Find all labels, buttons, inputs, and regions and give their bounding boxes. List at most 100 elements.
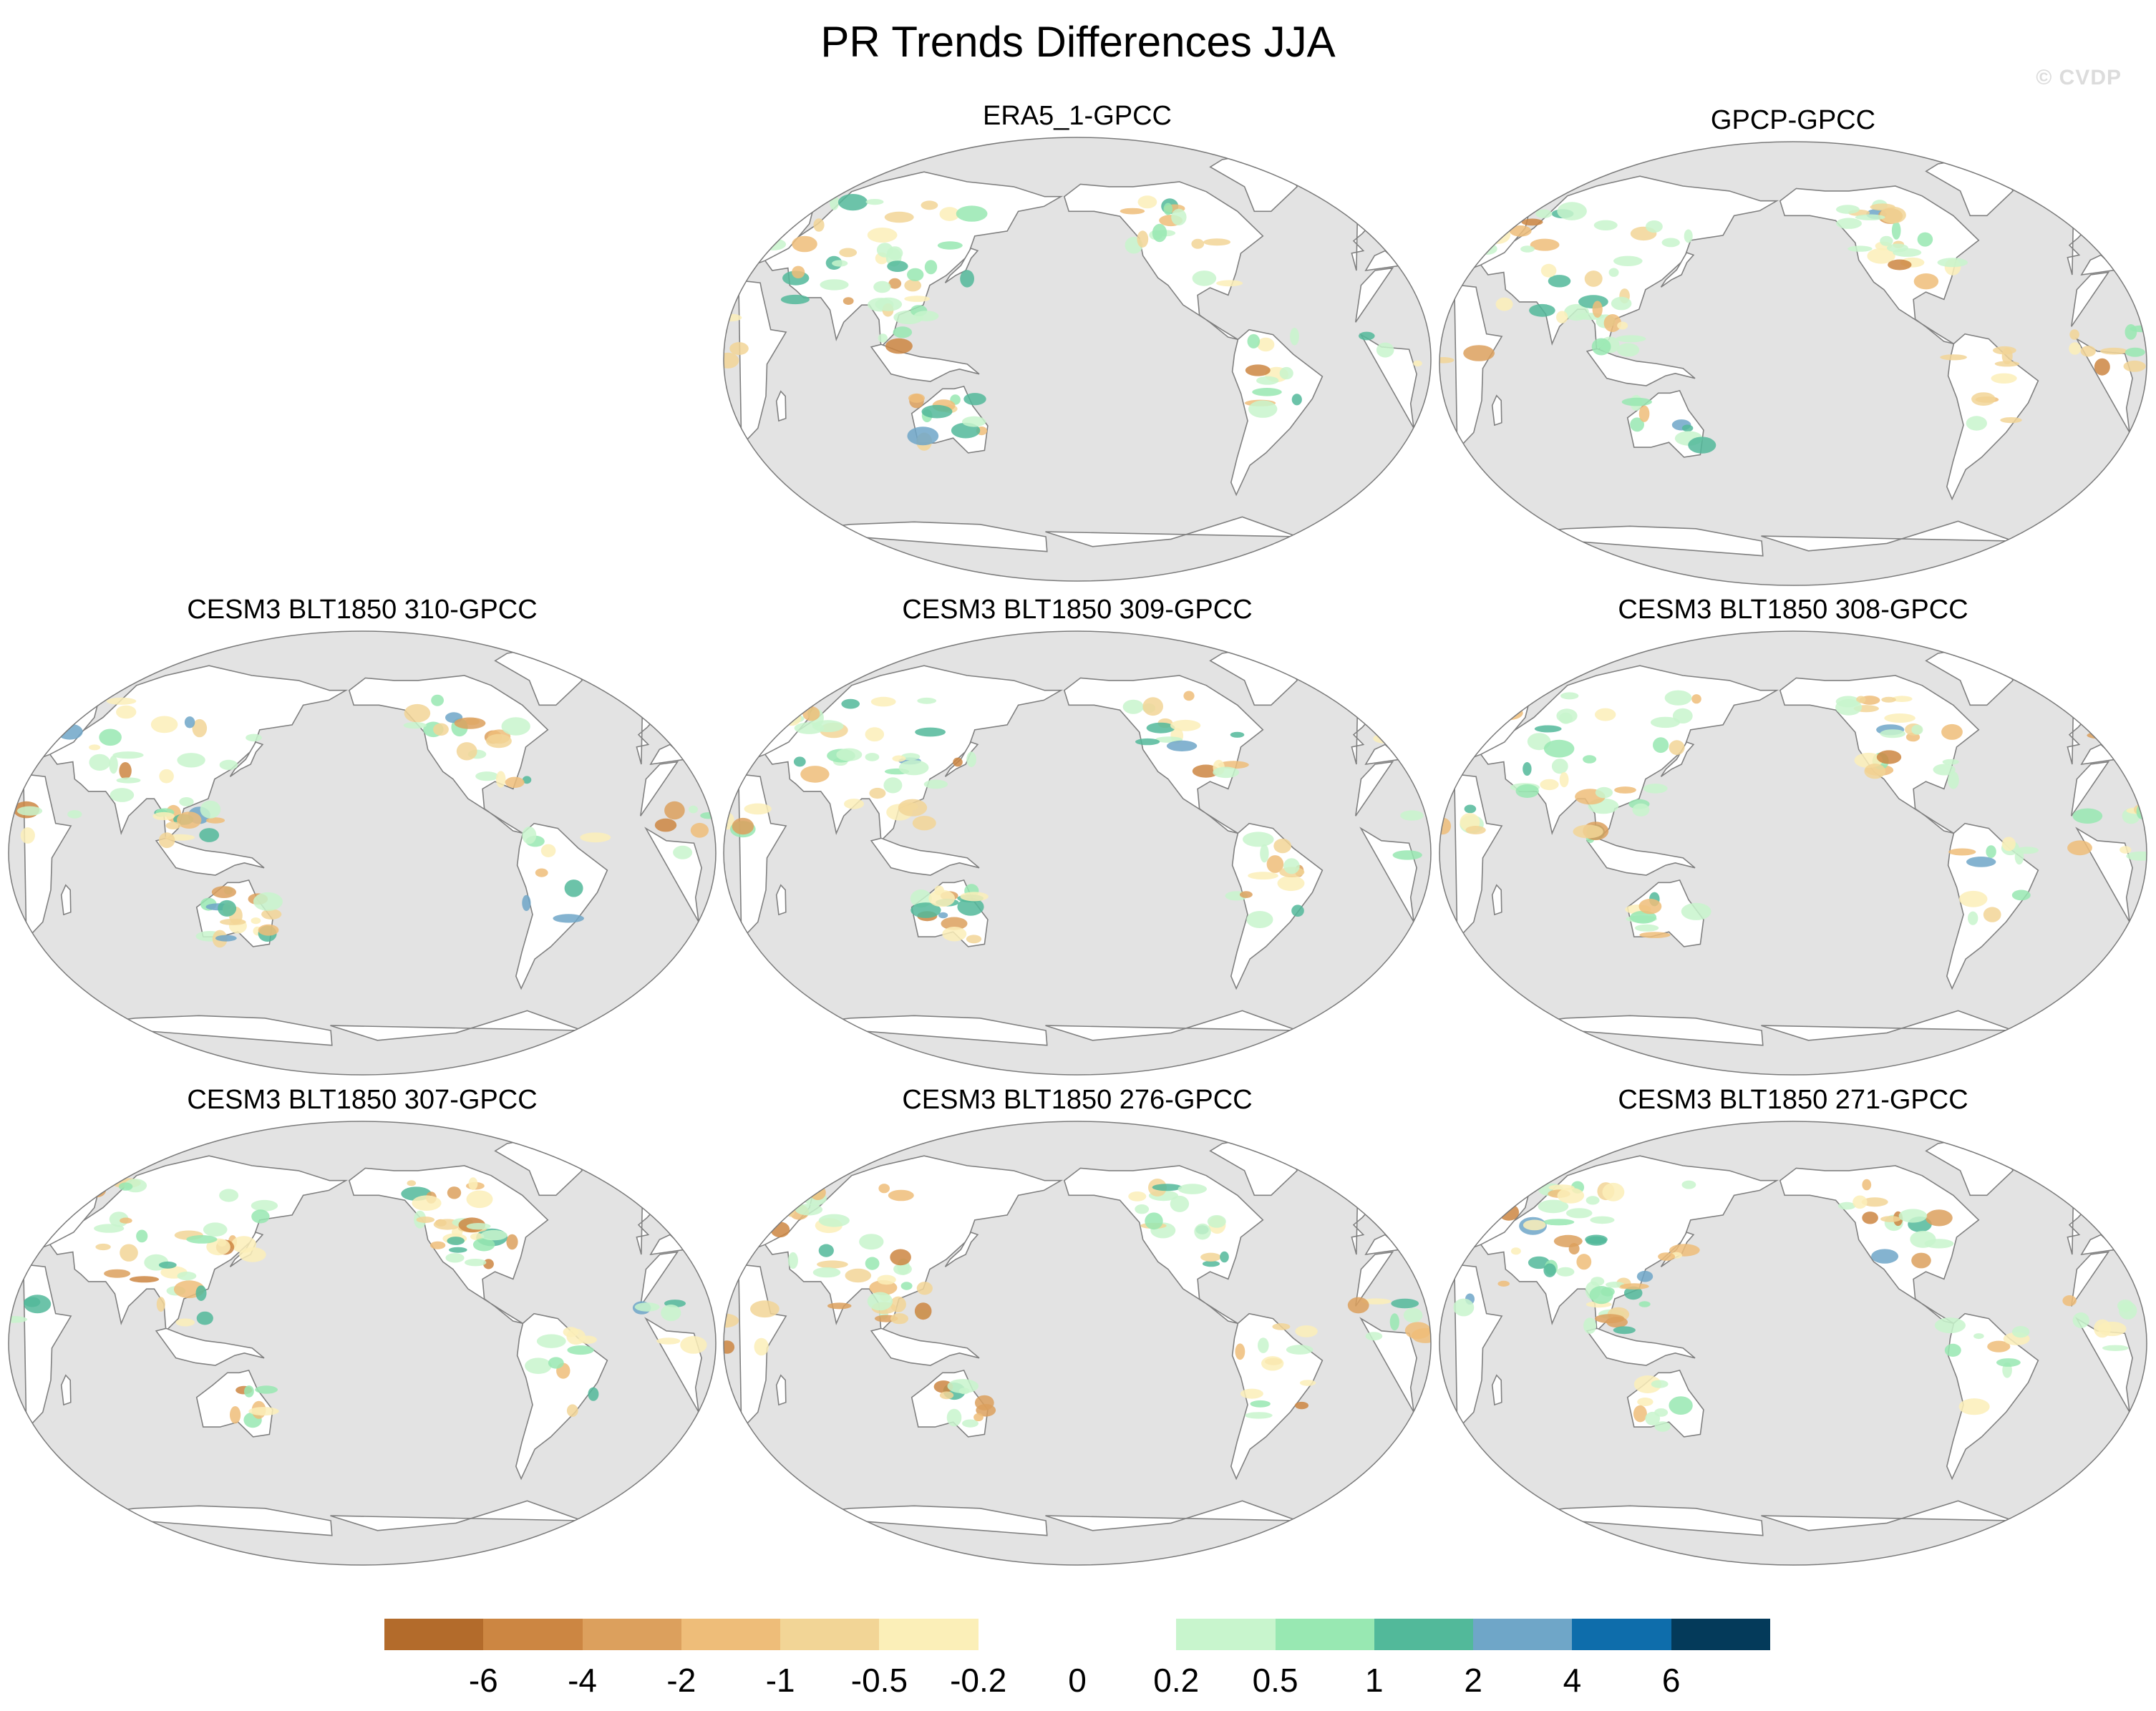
colorbar-swatch [681, 1619, 781, 1650]
land-madagascar [60, 1374, 72, 1406]
land-samerica [1946, 1312, 2039, 1481]
colorbar-tick-label: -1 [765, 1662, 795, 1699]
panel-title: CESM3 BLT1850 271-GPCC [1618, 1085, 1968, 1115]
land-madagascar [60, 884, 72, 916]
panel-title: CESM3 BLT1850 308-GPCC [1618, 595, 1968, 625]
land-indonesia [870, 1327, 980, 1366]
figure-title: PR Trends Differences JJA [820, 18, 1336, 66]
colorbar-tick-label: 0.2 [1153, 1662, 1200, 1699]
colorbar-swatch [384, 1619, 484, 1650]
land-japan [1660, 741, 1695, 777]
colorbar-tick-label: -2 [666, 1662, 696, 1699]
colorbar-swatch [1473, 1619, 1573, 1650]
world-map [723, 137, 1432, 582]
trend-shading [13, 694, 716, 948]
panel-title: CESM3 BLT1850 307-GPCC [187, 1085, 538, 1115]
colorbar-swatch [1572, 1619, 1672, 1650]
land-antarctica [75, 1010, 583, 1046]
map-border [1439, 1121, 2147, 1566]
land-indonesia [1586, 837, 1696, 876]
map-panel-309: CESM3 BLT1850 309-GPCC [719, 595, 1435, 1089]
land-namerica [1063, 675, 1264, 834]
colorbar-swatch [483, 1619, 583, 1650]
map-border [723, 137, 1432, 582]
map-panel-271: CESM3 BLT1850 271-GPCC [1435, 1086, 2151, 1579]
land-madagascar [775, 884, 787, 916]
world-map [723, 1121, 1432, 1566]
land-africa [737, 761, 1417, 941]
map-border [8, 630, 717, 1076]
colorbar-tick-label: -0.2 [950, 1662, 1007, 1699]
world-map [723, 630, 1432, 1076]
panel-title: ERA5_1-GPCC [983, 101, 1172, 131]
panel-title: GPCP-GPCC [1710, 105, 1876, 135]
land-japan [1660, 252, 1695, 288]
colorbar-tick-label: -4 [568, 1662, 598, 1699]
land-antarctica [790, 1500, 1298, 1536]
map-border [8, 1121, 717, 1566]
land-antarctica [1506, 1500, 2014, 1536]
map-border [723, 630, 1432, 1076]
map-panel-308: CESM3 BLT1850 308-GPCC [1435, 595, 2151, 1089]
colorbar-swatch [780, 1619, 880, 1650]
map-panel-era5: ERA5_1-GPCC [719, 102, 1435, 595]
colorbar-tick-label: 0 [1068, 1662, 1087, 1699]
land-japan [229, 741, 264, 777]
map-panel-307: CESM3 BLT1850 307-GPCC [4, 1086, 720, 1579]
land-madagascar [1491, 884, 1502, 916]
trend-shading [1439, 690, 2147, 938]
colorbar-swatch [1374, 1619, 1474, 1650]
colorbar-swatch [1671, 1619, 1771, 1650]
land-antarctica [790, 516, 1298, 552]
map-panel-310: CESM3 BLT1850 310-GPCC [4, 595, 720, 1089]
land-africa [22, 761, 702, 941]
land-indonesia [155, 837, 265, 876]
world-map [1439, 1121, 2147, 1566]
colorbar-swatch [1176, 1619, 1276, 1650]
colorbar-swatch [1077, 1619, 1177, 1650]
land-namerica [1779, 1165, 1980, 1325]
land-samerica [1230, 1312, 1324, 1481]
map-panel-276: CESM3 BLT1850 276-GPCC [719, 1086, 1435, 1579]
land-indonesia [1586, 348, 1696, 386]
world-map [8, 630, 717, 1076]
land-samerica [515, 822, 608, 990]
land-madagascar [1491, 1374, 1502, 1406]
colorbar-tick-label: 0.5 [1252, 1662, 1298, 1699]
world-map [1439, 630, 2147, 1076]
colorbar-swatch [978, 1619, 1078, 1650]
land-madagascar [775, 1374, 787, 1406]
land-antarctica [75, 1500, 583, 1536]
colorbar-swatch [879, 1619, 979, 1650]
map-panel-gpcp: GPCP-GPCC [1435, 106, 2151, 600]
land-namerica [348, 675, 549, 834]
map-border [1439, 630, 2147, 1076]
world-map [8, 1121, 717, 1566]
colorbar-tick-label: -0.5 [850, 1662, 908, 1699]
land-antarctica [1506, 520, 2014, 557]
world-map [1439, 141, 2147, 586]
land-indonesia [870, 837, 980, 876]
land-madagascar [775, 390, 787, 422]
land-indonesia [1586, 1327, 1696, 1366]
land-africa [22, 1251, 702, 1431]
map-border [723, 1121, 1432, 1566]
colorbar-swatch [582, 1619, 682, 1650]
land-namerica [1063, 1165, 1264, 1325]
colorbar-tick-label: 4 [1563, 1662, 1582, 1699]
land-antarctica [1506, 1010, 2014, 1046]
land-africa [1453, 761, 2133, 941]
land-madagascar [1491, 394, 1502, 426]
panel-title: CESM3 BLT1850 310-GPCC [187, 595, 538, 625]
colorbar-swatch [1275, 1619, 1375, 1650]
colorbar-tick-label: 1 [1365, 1662, 1384, 1699]
colorbar [384, 1619, 1771, 1653]
colorbar-tick-label: 6 [1661, 1662, 1681, 1699]
land-japan [944, 248, 979, 283]
land-japan [944, 1232, 979, 1267]
land-namerica [348, 1165, 549, 1325]
colorbar-tick-label: -6 [468, 1662, 498, 1699]
trend-shading [724, 687, 1424, 944]
panel-title: CESM3 BLT1850 276-GPCC [902, 1085, 1253, 1115]
